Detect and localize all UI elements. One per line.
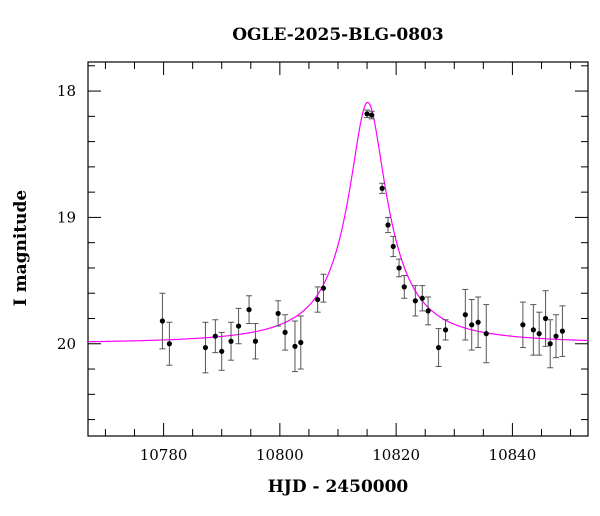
data-point bbox=[218, 331, 225, 371]
data-marker bbox=[228, 338, 234, 344]
data-point bbox=[252, 323, 259, 360]
x-tick-label: 10800 bbox=[256, 446, 304, 464]
data-marker bbox=[315, 296, 321, 303]
data-point bbox=[547, 319, 554, 369]
data-marker bbox=[364, 111, 370, 117]
data-point bbox=[314, 286, 321, 313]
data-point bbox=[228, 321, 235, 361]
plot-frame bbox=[87, 61, 589, 437]
data-point bbox=[379, 182, 386, 194]
x-tick-label: 10780 bbox=[140, 446, 188, 464]
data-marker bbox=[385, 222, 391, 228]
data-marker bbox=[559, 328, 566, 334]
data-marker bbox=[425, 308, 431, 314]
y-tick-label: 20 bbox=[57, 335, 76, 353]
x-tick-label: 10840 bbox=[489, 446, 537, 464]
data-marker bbox=[475, 319, 481, 325]
data-point bbox=[368, 110, 375, 120]
data-marker bbox=[390, 243, 396, 250]
x-tick-label: 10820 bbox=[372, 446, 420, 464]
data-point bbox=[212, 319, 219, 354]
data-point bbox=[246, 295, 253, 325]
data-marker bbox=[396, 265, 402, 271]
data-point bbox=[297, 315, 304, 370]
data-point bbox=[396, 258, 403, 278]
data-point bbox=[401, 275, 408, 299]
data-point bbox=[553, 314, 560, 359]
data-marker bbox=[159, 318, 166, 324]
chart-title: OGLE-2025-BLG-0803 bbox=[232, 25, 444, 45]
data-point bbox=[282, 314, 289, 351]
data-marker bbox=[246, 307, 252, 313]
axis-ticks: 10780 10800 10820 10840 18 19 20 bbox=[57, 62, 588, 464]
data-marker bbox=[282, 329, 288, 335]
data-point bbox=[542, 290, 549, 347]
x-axis-label: HJD - 2450000 bbox=[268, 477, 409, 497]
data-marker bbox=[435, 344, 442, 351]
data-point bbox=[462, 288, 469, 341]
data-point bbox=[202, 321, 209, 374]
data-marker bbox=[536, 331, 542, 337]
data-marker bbox=[298, 339, 304, 346]
data-marker bbox=[320, 285, 327, 291]
data-marker bbox=[553, 333, 559, 339]
data-point bbox=[559, 305, 566, 357]
data-point bbox=[159, 292, 166, 350]
data-points-layer bbox=[159, 109, 566, 374]
data-marker bbox=[530, 327, 536, 333]
data-point bbox=[166, 321, 173, 366]
data-marker bbox=[483, 331, 489, 337]
data-point bbox=[412, 285, 419, 317]
data-marker bbox=[235, 323, 242, 329]
data-marker bbox=[442, 327, 449, 333]
model-curve bbox=[87, 101, 589, 343]
data-point bbox=[530, 304, 537, 356]
data-marker bbox=[202, 344, 209, 351]
data-point bbox=[483, 304, 490, 364]
data-point bbox=[435, 328, 442, 368]
data-marker bbox=[219, 348, 225, 354]
data-marker bbox=[419, 295, 425, 301]
y-tick-label: 19 bbox=[57, 208, 76, 226]
data-marker bbox=[166, 341, 172, 347]
data-point bbox=[536, 311, 543, 356]
data-marker bbox=[401, 284, 407, 290]
data-marker bbox=[412, 298, 418, 304]
data-point bbox=[390, 235, 397, 258]
data-point bbox=[442, 319, 449, 341]
data-point bbox=[419, 285, 426, 312]
data-marker bbox=[469, 322, 475, 328]
data-point bbox=[235, 307, 242, 345]
data-marker bbox=[520, 322, 526, 328]
data-marker bbox=[275, 310, 281, 317]
data-point bbox=[275, 300, 282, 327]
data-point bbox=[364, 109, 371, 119]
data-point bbox=[385, 216, 391, 234]
y-axis-label: I magnitude bbox=[11, 190, 31, 307]
data-point bbox=[468, 299, 475, 351]
data-marker bbox=[292, 343, 298, 349]
data-marker bbox=[212, 333, 218, 339]
data-point bbox=[475, 296, 482, 349]
data-marker bbox=[369, 112, 375, 118]
data-point bbox=[320, 273, 327, 303]
data-marker bbox=[379, 185, 385, 191]
data-marker bbox=[542, 315, 549, 322]
data-marker bbox=[547, 341, 553, 347]
y-tick-label: 18 bbox=[57, 82, 76, 100]
data-point bbox=[291, 320, 298, 373]
data-point bbox=[425, 296, 432, 326]
data-marker bbox=[462, 312, 468, 318]
data-point bbox=[519, 301, 526, 349]
data-marker bbox=[252, 338, 259, 344]
model-curve-layer bbox=[87, 101, 589, 343]
